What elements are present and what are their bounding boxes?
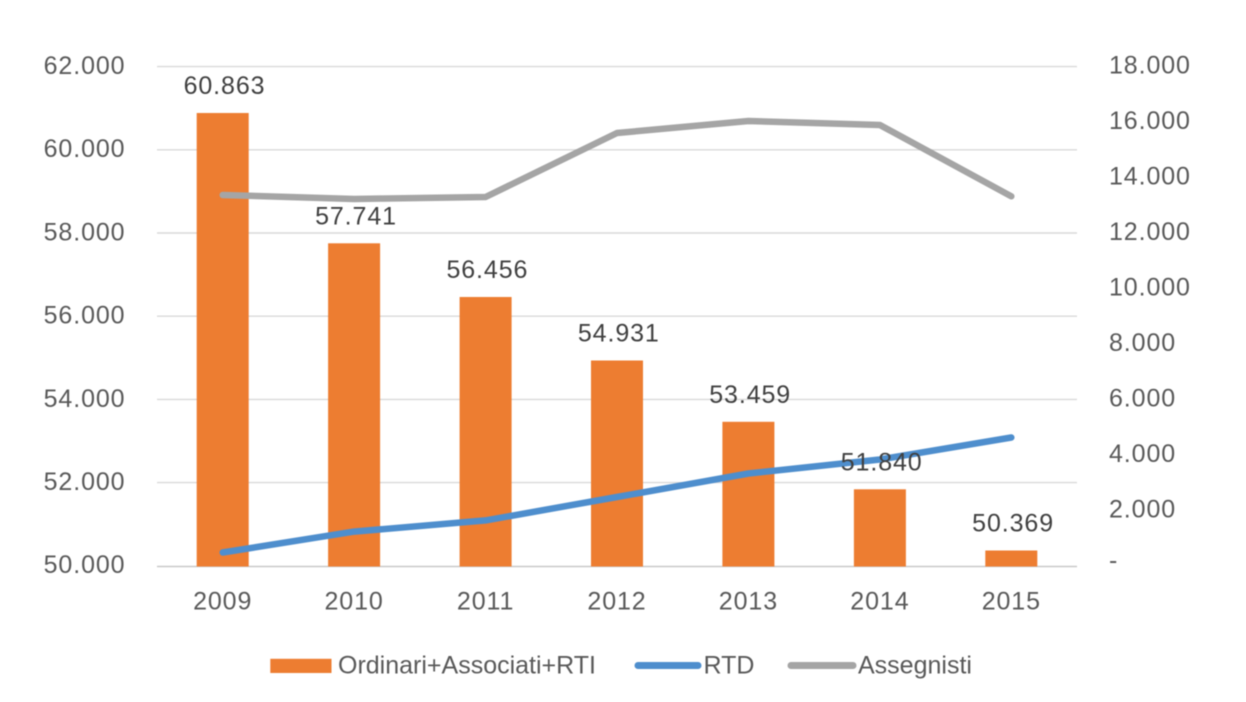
svg-text:56.456: 56.456 xyxy=(446,256,528,284)
svg-text:2010: 2010 xyxy=(324,588,383,616)
svg-text:51.840: 51.840 xyxy=(841,448,923,476)
svg-text:2011: 2011 xyxy=(457,588,514,616)
svg-text:6.000: 6.000 xyxy=(1109,384,1176,412)
svg-text:2013: 2013 xyxy=(719,588,778,616)
svg-text:Assegnisti: Assegnisti xyxy=(858,652,972,680)
svg-text:60.000: 60.000 xyxy=(44,135,126,163)
svg-text:56.000: 56.000 xyxy=(44,302,126,330)
svg-text:2.000: 2.000 xyxy=(1109,495,1176,523)
svg-text:57.741: 57.741 xyxy=(315,202,397,230)
svg-text:2015: 2015 xyxy=(982,588,1041,616)
svg-text:62.000: 62.000 xyxy=(44,52,126,80)
svg-text:4.000: 4.000 xyxy=(1109,440,1176,468)
svg-text:Ordinari+Associati+RTI: Ordinari+Associati+RTI xyxy=(338,652,596,680)
svg-text:2009: 2009 xyxy=(193,588,252,616)
svg-text:50.369: 50.369 xyxy=(972,510,1054,538)
svg-text:54.931: 54.931 xyxy=(578,320,660,348)
svg-text:2012: 2012 xyxy=(587,588,646,616)
svg-text:58.000: 58.000 xyxy=(44,218,126,246)
svg-text:50.000: 50.000 xyxy=(44,551,126,579)
svg-text:8.000: 8.000 xyxy=(1109,329,1176,357)
svg-text:60.863: 60.863 xyxy=(184,72,266,100)
svg-text:18.000: 18.000 xyxy=(1109,52,1191,80)
svg-text:53.459: 53.459 xyxy=(709,381,791,409)
svg-text:-: - xyxy=(1109,547,1118,575)
svg-text:RTD: RTD xyxy=(704,652,755,680)
svg-text:10.000: 10.000 xyxy=(1109,273,1191,301)
svg-text:16.000: 16.000 xyxy=(1109,107,1191,135)
svg-text:12.000: 12.000 xyxy=(1109,218,1191,246)
svg-text:2014: 2014 xyxy=(850,588,909,616)
svg-text:14.000: 14.000 xyxy=(1109,163,1191,191)
svg-text:54.000: 54.000 xyxy=(44,385,126,413)
svg-text:52.000: 52.000 xyxy=(44,468,126,496)
